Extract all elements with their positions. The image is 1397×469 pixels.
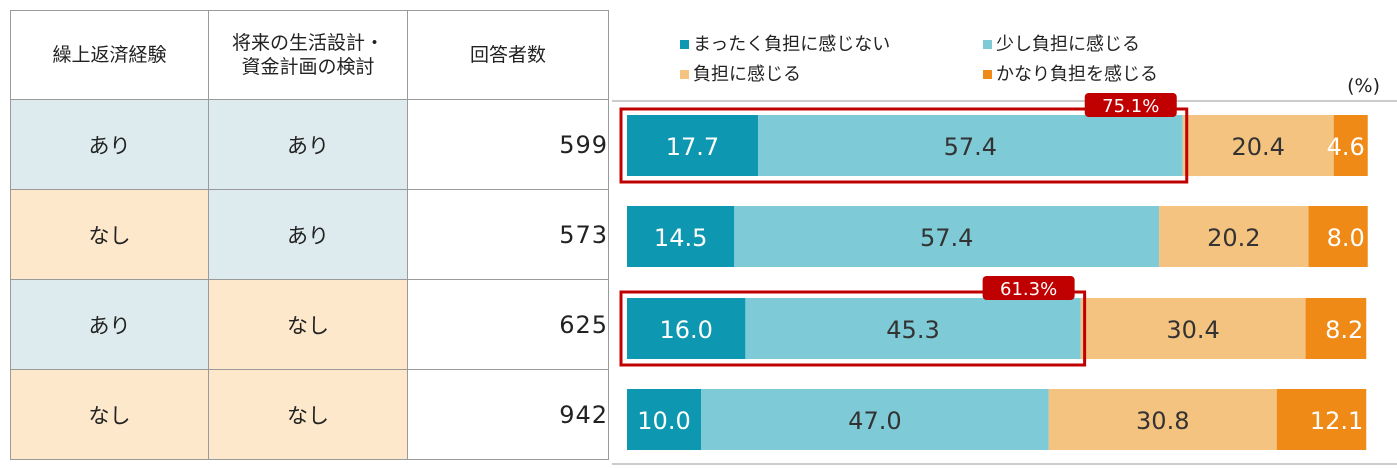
table-row: あり あり 599 [10, 99, 609, 190]
data-label: 30.4 [1166, 316, 1219, 344]
legend-swatch-none [680, 40, 689, 49]
legend-swatch-heavy [983, 70, 992, 79]
header-prepayment-experience: 繰上返済経験 [10, 10, 209, 100]
data-label: 57.4 [944, 133, 997, 161]
table-row: なし なし 942 [10, 369, 609, 460]
bar-segment-burden [1182, 115, 1334, 176]
highlight-box [619, 290, 1087, 367]
callouts: 75.1% 61.3% [619, 93, 1189, 367]
data-label: 8.2 [1325, 316, 1363, 344]
bar-segment-none [627, 298, 746, 359]
cell-prepayment: あり [10, 99, 209, 190]
data-label: 10.0 [637, 407, 690, 435]
respondent-table: 繰上返済経験 将来の生活設計・ 資金計画の検討 回答者数 あり あり 599 な… [10, 10, 609, 460]
bar-segment-burden [1080, 298, 1306, 359]
callout-label: 61.3% [1000, 279, 1057, 300]
data-label: 8.0 [1327, 224, 1365, 252]
legend-label-little: 少し負担に感じる [996, 34, 1140, 55]
table-row: なし あり 573 [10, 189, 609, 280]
bar-segment-little [734, 206, 1160, 267]
legend-label-none: まったく負担に感じない [693, 34, 890, 55]
data-label: 47.0 [848, 407, 901, 435]
bar-segment-burden [1048, 389, 1277, 450]
cell-count: 573 [407, 189, 609, 280]
callout-label: 75.1% [1102, 96, 1159, 117]
cell-planning: あり [208, 189, 408, 280]
bar-segment-little [701, 389, 1049, 450]
table-row: あり なし 625 [10, 279, 609, 370]
cell-prepayment: なし [10, 189, 209, 280]
data-label: 30.8 [1136, 407, 1189, 435]
cell-prepayment: あり [10, 279, 209, 370]
callout-badge [982, 276, 1075, 300]
table-header-row: 繰上返済経験 将来の生活設計・ 資金計画の検討 回答者数 [10, 10, 609, 100]
bar-segment-none [627, 206, 735, 267]
legend-swatch-little [983, 40, 992, 49]
callout-badge [1084, 93, 1177, 117]
data-label: 20.4 [1232, 133, 1285, 161]
bar-segment-burden [1159, 206, 1309, 267]
bar-segment-little [745, 298, 1081, 359]
data-label: 45.3 [886, 316, 939, 344]
legend-label-burden: 負担に感じる [693, 64, 801, 85]
bar-segment-none [627, 115, 758, 176]
data-label: 16.0 [659, 316, 712, 344]
cell-prepayment: なし [10, 369, 209, 460]
cell-planning: なし [208, 279, 408, 370]
cell-planning: あり [208, 99, 408, 190]
bars: 17.7 57.4 20.4 4.6 14.5 57.4 20.2 8.0 16.0 45.3 30… [627, 115, 1368, 450]
bar-segment-heavy [1276, 389, 1367, 450]
header-respondent-count: 回答者数 [407, 10, 609, 100]
cell-count: 625 [407, 279, 609, 370]
bar-segment-little [757, 115, 1183, 176]
bar-segment-heavy [1333, 115, 1368, 176]
cell-count: 599 [407, 99, 609, 190]
data-label: 20.2 [1207, 224, 1260, 252]
data-label: 4.6 [1327, 133, 1365, 161]
legend-swatch-burden [680, 70, 689, 79]
unit-label: (%) [1347, 75, 1380, 97]
bar-segment-heavy [1308, 206, 1368, 267]
data-label: 14.5 [654, 224, 707, 252]
data-label: 57.4 [920, 224, 973, 252]
bar-segment-heavy [1305, 298, 1367, 359]
highlight-box [619, 107, 1189, 184]
cell-planning: なし [208, 369, 408, 460]
data-label: 17.7 [666, 133, 719, 161]
cell-count: 942 [407, 369, 609, 460]
header-future-planning: 将来の生活設計・ 資金計画の検討 [208, 10, 408, 100]
legend-label-heavy: かなり負担を感じる [996, 64, 1158, 85]
bar-segment-none [627, 389, 701, 450]
data-label: 12.1 [1310, 407, 1363, 435]
